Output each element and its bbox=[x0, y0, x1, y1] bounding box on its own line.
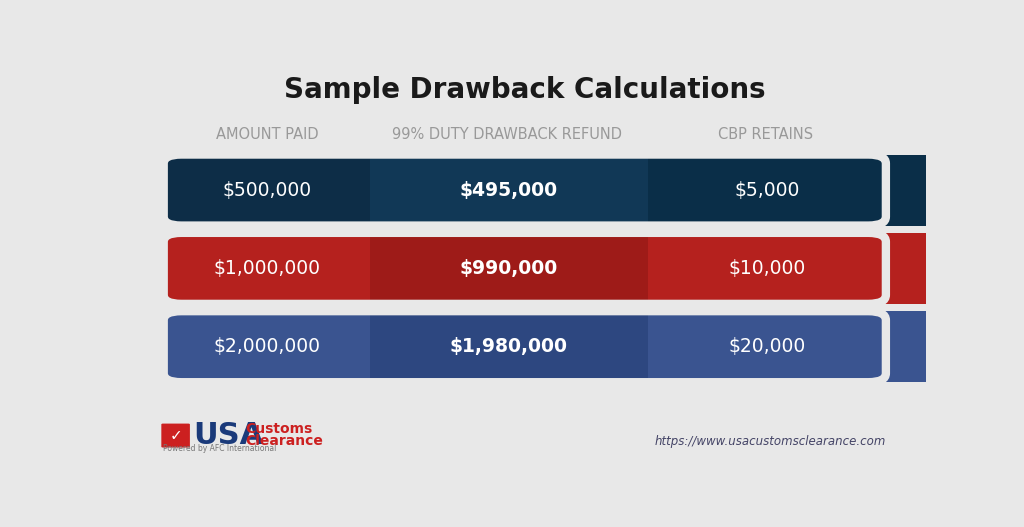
Text: ✓: ✓ bbox=[169, 428, 182, 443]
Text: 99% DUTY DRAWBACK REFUND: 99% DUTY DRAWBACK REFUND bbox=[392, 127, 623, 142]
FancyBboxPatch shape bbox=[164, 233, 886, 304]
Text: $1,000,000: $1,000,000 bbox=[213, 259, 321, 278]
Bar bbox=[648, 233, 926, 304]
FancyBboxPatch shape bbox=[164, 311, 886, 382]
Bar bbox=[648, 311, 926, 382]
Text: Sample Drawback Calculations: Sample Drawback Calculations bbox=[284, 75, 766, 104]
Bar bbox=[648, 154, 926, 226]
FancyBboxPatch shape bbox=[164, 154, 886, 226]
Bar bbox=[370, 311, 648, 382]
Bar bbox=[370, 311, 648, 382]
FancyBboxPatch shape bbox=[164, 311, 886, 382]
Text: Clearance: Clearance bbox=[246, 434, 324, 447]
Text: $495,000: $495,000 bbox=[460, 181, 558, 200]
FancyBboxPatch shape bbox=[164, 233, 886, 304]
Text: CBP RETAINS: CBP RETAINS bbox=[718, 127, 813, 142]
Text: $500,000: $500,000 bbox=[222, 181, 311, 200]
Text: USA: USA bbox=[194, 421, 263, 450]
FancyBboxPatch shape bbox=[164, 233, 886, 304]
FancyBboxPatch shape bbox=[162, 424, 189, 447]
Text: $20,000: $20,000 bbox=[728, 337, 806, 356]
Text: $990,000: $990,000 bbox=[460, 259, 558, 278]
Text: $10,000: $10,000 bbox=[728, 259, 806, 278]
Bar bbox=[370, 154, 648, 226]
Bar bbox=[370, 233, 648, 304]
Text: AMOUNT PAID: AMOUNT PAID bbox=[216, 127, 318, 142]
Text: https://www.usacustomsclearance.com: https://www.usacustomsclearance.com bbox=[654, 435, 886, 448]
Text: $1,980,000: $1,980,000 bbox=[450, 337, 568, 356]
FancyBboxPatch shape bbox=[164, 311, 886, 382]
FancyBboxPatch shape bbox=[164, 154, 886, 226]
Text: $2,000,000: $2,000,000 bbox=[213, 337, 321, 356]
Text: Customs: Customs bbox=[246, 422, 312, 436]
Text: Powered by AFC International: Powered by AFC International bbox=[163, 444, 276, 453]
Bar bbox=[370, 233, 648, 304]
Bar bbox=[370, 154, 648, 226]
Text: $5,000: $5,000 bbox=[734, 181, 800, 200]
FancyBboxPatch shape bbox=[164, 154, 886, 226]
